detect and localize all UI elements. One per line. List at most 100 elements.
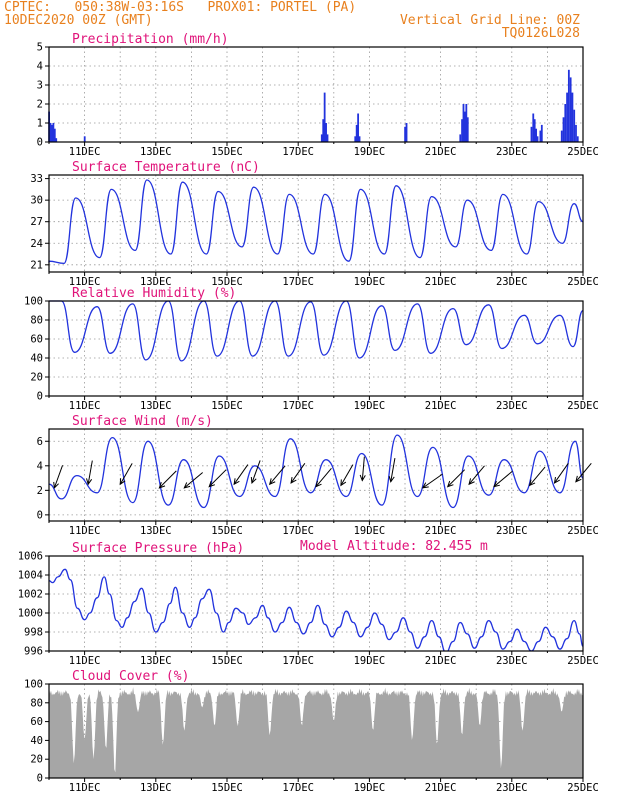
wind-arrow-head — [575, 475, 582, 483]
y-tick-label: 20 — [30, 754, 43, 766]
wind-arrow-head — [493, 480, 500, 488]
header-date: 10DEC2020 00Z (GMT) — [4, 13, 153, 28]
panel-title: Cloud Cover (%) — [72, 669, 189, 684]
x-tick-label: 19DEC — [354, 146, 386, 158]
precip-bar — [405, 123, 408, 142]
x-tick-label: 23DEC — [496, 400, 528, 412]
wind-arrow — [159, 470, 177, 489]
pressure-line — [49, 568, 583, 651]
panel-title: Relative Humidity (%) — [72, 286, 236, 301]
x-tick-label: 21DEC — [425, 400, 457, 412]
wind-arrow — [183, 472, 203, 489]
wind-arrow-head — [315, 480, 322, 488]
wind-arrow — [290, 463, 306, 484]
precip-bar — [459, 134, 462, 142]
header-vertical-grid: Vertical Grid Line: 00Z — [400, 13, 580, 28]
humidity-panel: 0 20 40 60 80 100 11DEC 13DEC 15DEC 17DEC 19DEC 21D… — [24, 286, 599, 412]
header-location: CPTEC: 050:38W-03:16S PROX01: PORTEL (PA… — [4, 0, 356, 15]
x-tick-label: 19DEC — [354, 655, 386, 667]
precip-bar — [540, 124, 543, 142]
precip-bar — [560, 130, 563, 142]
wind-arrow — [53, 465, 64, 489]
x-tick-label: 13DEC — [140, 400, 172, 412]
x-tick-label: 25DEC — [567, 146, 599, 158]
panel-frame — [48, 46, 584, 143]
y-tick-label: 80 — [30, 315, 43, 327]
precip-bar — [465, 104, 468, 142]
precip-bar — [325, 123, 327, 142]
y-tick-label: 1 — [37, 118, 43, 130]
precip-bar — [536, 136, 539, 142]
y-tick-label: 21 — [30, 259, 43, 271]
x-tick-label: 19DEC — [354, 525, 386, 537]
wind-arrow-head — [553, 476, 561, 484]
precip-bar — [569, 77, 572, 142]
y-tick-label: 80 — [30, 697, 43, 709]
y-tick-label: 1000 — [18, 608, 43, 620]
y-tick-label: 100 — [24, 296, 43, 308]
header-model-code: TQ0126L028 — [502, 26, 580, 41]
x-tick-label: 25DEC — [567, 525, 599, 537]
precip-bar — [576, 136, 579, 142]
precip-bar — [567, 69, 570, 142]
x-tick-label: 21DEC — [425, 655, 457, 667]
y-tick-label: 1002 — [18, 589, 43, 601]
precip-bar — [571, 92, 574, 142]
x-tick-label: 17DEC — [282, 655, 314, 667]
x-tick-label: 23DEC — [496, 525, 528, 537]
precip-bar — [51, 124, 53, 142]
pressure-panel: Model Altitude: 82.455 m 996 998 1000 1002 10… — [18, 539, 599, 667]
y-tick-label: 3 — [37, 80, 43, 92]
x-tick-label: 23DEC — [496, 146, 528, 158]
x-tick-label: 15DEC — [211, 655, 243, 667]
precip-bar — [535, 128, 538, 142]
x-tick-label: 23DEC — [496, 655, 528, 667]
wind-arrow-head — [119, 478, 126, 486]
precip-bar — [355, 124, 358, 142]
y-tick-label: 1004 — [18, 570, 43, 582]
panel-frame — [48, 555, 584, 652]
wind-arrow — [233, 464, 249, 485]
precip-bar — [357, 113, 360, 142]
x-tick-label: 17DEC — [282, 276, 314, 288]
y-tick-label: 60 — [30, 334, 43, 346]
y-tick-label: 0 — [37, 773, 43, 785]
precip-bar — [322, 119, 325, 142]
humidity-line — [48, 300, 584, 362]
y-tick-label: 998 — [24, 627, 43, 639]
x-tick-label: 21DEC — [425, 276, 457, 288]
y-tick-label: 0 — [37, 509, 43, 521]
y-tick-label: 6 — [37, 436, 43, 448]
y-tick-label: 27 — [30, 216, 43, 228]
wind-arrow — [361, 456, 365, 481]
x-tick-label: 11DEC — [69, 276, 101, 288]
wind-arrow — [269, 465, 286, 485]
y-tick-label: 996 — [24, 646, 43, 658]
precip-bar — [532, 113, 535, 142]
x-tick-label: 15DEC — [211, 400, 243, 412]
x-tick-label: 11DEC — [69, 655, 101, 667]
precip-bar — [464, 111, 466, 142]
y-tick-label: 4 — [37, 460, 43, 472]
wind-arrow — [468, 465, 485, 485]
y-tick-label: 2 — [37, 99, 43, 111]
x-tick-label: 13DEC — [140, 276, 172, 288]
x-tick-label: 25DEC — [567, 400, 599, 412]
wind-arrow — [340, 464, 354, 486]
precip-bar — [53, 128, 56, 142]
precip-bar — [49, 123, 52, 142]
wind-arrow-head — [268, 478, 276, 486]
precip-bar — [562, 117, 565, 142]
wind-arrow — [493, 470, 513, 488]
wind-arrow-head — [421, 482, 429, 489]
precip-bar — [83, 136, 86, 142]
wind-arrow — [315, 467, 332, 487]
wind-arrow-head — [208, 480, 216, 488]
y-tick-label: 0 — [37, 391, 43, 403]
precip-bar — [530, 126, 533, 142]
precip-bar — [533, 119, 536, 142]
precip-bar — [539, 130, 542, 142]
x-tick-label: 25DEC — [567, 655, 599, 667]
x-tick-label: 11DEC — [69, 146, 101, 158]
